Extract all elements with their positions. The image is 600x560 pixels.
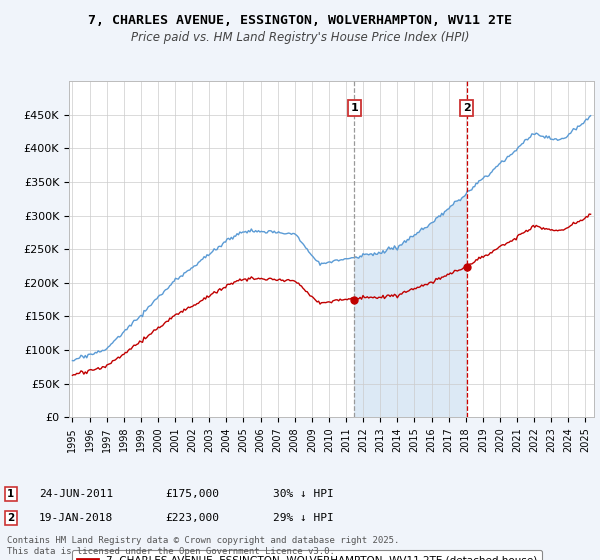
Text: Contains HM Land Registry data © Crown copyright and database right 2025.
This d: Contains HM Land Registry data © Crown c…: [7, 536, 400, 556]
Text: 29% ↓ HPI: 29% ↓ HPI: [273, 513, 334, 523]
Text: Price paid vs. HM Land Registry's House Price Index (HPI): Price paid vs. HM Land Registry's House …: [131, 31, 469, 44]
Text: £223,000: £223,000: [165, 513, 219, 523]
Text: £175,000: £175,000: [165, 489, 219, 499]
Text: 7, CHARLES AVENUE, ESSINGTON, WOLVERHAMPTON, WV11 2TE: 7, CHARLES AVENUE, ESSINGTON, WOLVERHAMP…: [88, 14, 512, 27]
Text: 30% ↓ HPI: 30% ↓ HPI: [273, 489, 334, 499]
Text: 19-JAN-2018: 19-JAN-2018: [39, 513, 113, 523]
Text: 24-JUN-2011: 24-JUN-2011: [39, 489, 113, 499]
Text: 1: 1: [350, 103, 358, 113]
Text: 2: 2: [7, 513, 14, 523]
Text: 1: 1: [7, 489, 14, 499]
Text: 2: 2: [463, 103, 470, 113]
Legend: 7, CHARLES AVENUE, ESSINGTON, WOLVERHAMPTON, WV11 2TE (detached house), HPI: Ave: 7, CHARLES AVENUE, ESSINGTON, WOLVERHAMP…: [71, 550, 542, 560]
